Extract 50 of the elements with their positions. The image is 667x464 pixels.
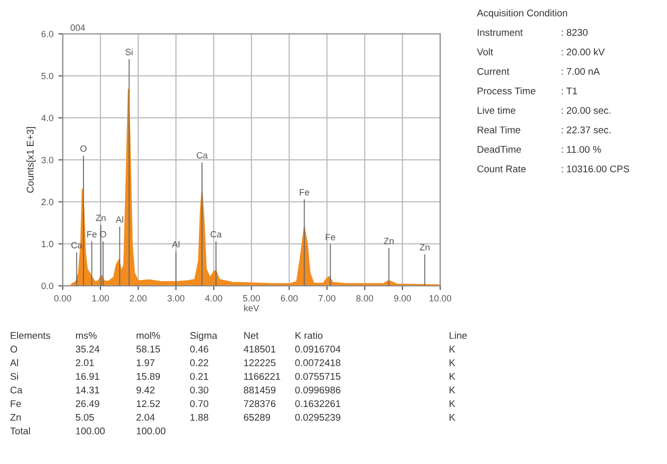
x-axis-title: keV — [244, 304, 260, 312]
y-tick-label: 4.0 — [41, 114, 54, 122]
text: Live time : 20.00 sec. — [478, 106, 610, 114]
text: Current : 7.00 nA — [477, 68, 600, 75]
text: Volt : 20.00 kV — [476, 48, 605, 56]
y-tick-label: 5.0 — [41, 72, 54, 80]
text: Elements ms% mol% Sigma Net K ratio Line — [10, 332, 467, 341]
text: Total 100.00 100.00 — [10, 427, 166, 434]
text: Ca 14.31 9.42 0.30 881459 0.0996986 K — [10, 386, 456, 394]
x-tick-label: 5.00 — [243, 295, 260, 302]
x-tick-label: 4.00 — [205, 295, 222, 302]
chart-title: 004 — [70, 24, 86, 31]
x-tick-label: 9.00 — [394, 295, 411, 302]
x-tick-label: 3.00 — [168, 295, 184, 302]
text: Zn 5.05 2.04 1.88 65289 0.0295239 K — [10, 414, 456, 421]
text: Al 2.01 1.97 0.22 122225 0.0072418 K — [10, 359, 456, 366]
y-tick-label: 2.0 — [42, 198, 54, 206]
data-label: Si — [126, 48, 133, 56]
x-tick-label: 0.00 — [54, 295, 72, 302]
data-label: Fe — [326, 234, 336, 240]
data-label: Zn — [420, 244, 430, 250]
x-tick-label: 6.00 — [280, 295, 298, 302]
text: O 35.24 58.15 0.46 418501 0.0916704 K — [10, 346, 456, 353]
y-axis-title: Counts[x1 E+3] — [26, 127, 36, 193]
text: Real Time : 22.37 sec. — [478, 126, 610, 134]
data-label: O — [80, 145, 87, 152]
text: Process Time : T1 — [478, 87, 578, 94]
y-tick-label: 0.0 — [41, 282, 54, 290]
y-tick-label: 1.0 — [42, 240, 54, 248]
data-label: Zn — [384, 238, 394, 244]
y-tick-label: 6.0 — [42, 30, 54, 38]
x-tick-label: 7.00 — [318, 295, 336, 302]
data-label: Fe — [87, 231, 97, 238]
x-tick-label: 2.00 — [130, 295, 147, 302]
data-label: Al — [172, 240, 180, 248]
x-tick-label: 10.00 — [430, 295, 452, 302]
text: Si 16.91 15.89 0.21 1166221 0.0755715 K — [10, 372, 456, 380]
text: DeadTime : 11.00 % — [478, 146, 601, 153]
data-label: Fe — [300, 189, 310, 196]
data-label: Zn — [96, 214, 106, 221]
text: Acquisition Condition — [476, 9, 568, 18]
text: Fe 26.49 12.52 0.70 728376 0.1632261 K — [10, 400, 456, 408]
data-label: Al — [116, 216, 124, 223]
x-tick-label: 8.00 — [356, 295, 374, 302]
x-tick-label: 1.00 — [92, 295, 109, 302]
text: Instrument : 8230 — [478, 29, 588, 36]
y-tick-label: 3.0 — [41, 156, 54, 164]
data-label: Ca — [210, 231, 222, 238]
text: Count Rate : 10316.00 CPS — [477, 165, 630, 172]
data-label: Ca — [196, 152, 208, 158]
